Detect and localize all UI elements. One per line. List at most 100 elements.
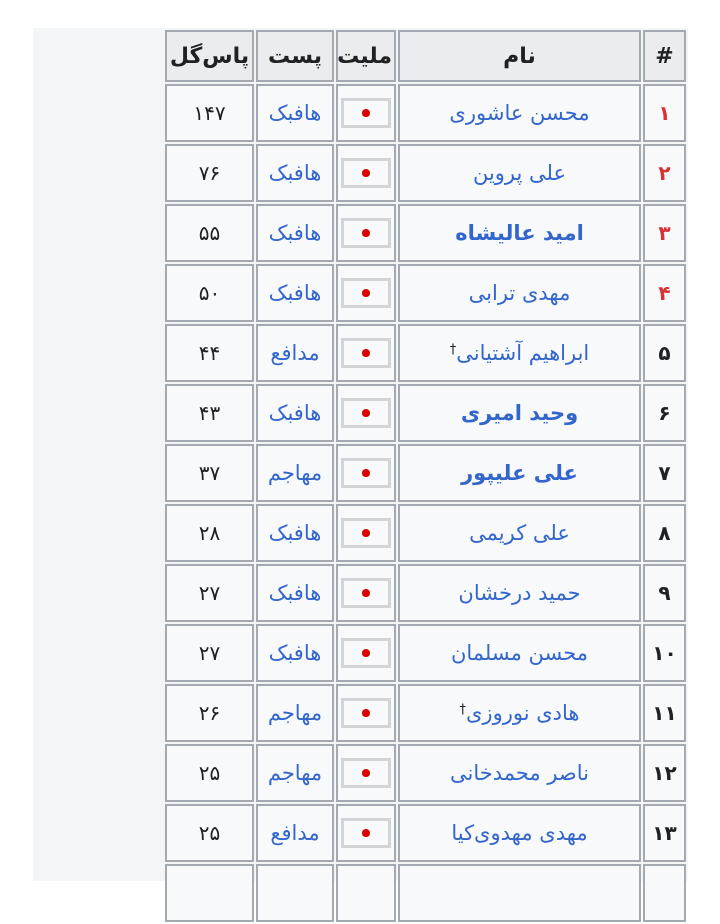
- empty-cell: [398, 864, 641, 922]
- position-cell: هافبک: [256, 624, 334, 682]
- flag-emblem: [362, 589, 370, 597]
- position-cell: مدافع: [256, 324, 334, 382]
- player-link[interactable]: امید عالیشاه: [455, 221, 584, 245]
- assists-cell: ۲۵: [165, 804, 254, 862]
- name-cell: علی پروین: [398, 144, 641, 202]
- assists-cell: ۵۵: [165, 204, 254, 262]
- player-link[interactable]: مهدی مهدوی‌کیا: [451, 821, 588, 845]
- name-cell: ابراهیم آشتیانی†: [398, 324, 641, 382]
- player-link[interactable]: ناصر محمدخانی: [449, 761, 590, 785]
- position-link[interactable]: مهاجم: [267, 701, 323, 725]
- position-cell: هافبک: [256, 384, 334, 442]
- flag-emblem: [362, 409, 370, 417]
- position-link[interactable]: هافبک: [268, 281, 322, 305]
- assists-cell: ۳۷: [165, 444, 254, 502]
- name-cell: علی علیپور: [398, 444, 641, 502]
- position-link[interactable]: مدافع: [270, 341, 320, 365]
- assists-cell: ۷۶: [165, 144, 254, 202]
- player-link[interactable]: حمید درخشان: [458, 581, 581, 605]
- position-link[interactable]: هافبک: [268, 101, 322, 125]
- empty-cell: [256, 864, 334, 922]
- table-row: ۲ علی پروین هافبک ۷۶: [165, 144, 686, 202]
- table-row: ۴ مهدی ترابی هافبک ۵۰: [165, 264, 686, 322]
- position-cell: هافبک: [256, 204, 334, 262]
- position-cell: هافبک: [256, 264, 334, 322]
- nationality-cell: [336, 384, 396, 442]
- partial-table-row: [165, 864, 686, 922]
- iran-flag-icon: [341, 458, 391, 488]
- player-link[interactable]: وحید امیری: [460, 401, 579, 425]
- rank-cell: ۱۲: [643, 744, 686, 802]
- player-link[interactable]: علی پروین: [472, 161, 567, 185]
- rank-cell: ۹: [643, 564, 686, 622]
- nationality-cell: [336, 204, 396, 262]
- table-row: ۸ علی کریمی هافبک ۲۸: [165, 504, 686, 562]
- iran-flag-icon: [341, 398, 391, 428]
- assists-cell: ۲۷: [165, 564, 254, 622]
- flag-emblem: [362, 349, 370, 357]
- player-link[interactable]: محسن مسلمان: [450, 641, 589, 665]
- table-row: ۷ علی علیپور مهاجم ۳۷: [165, 444, 686, 502]
- name-cell: مهدی مهدوی‌کیا: [398, 804, 641, 862]
- rank-cell: ۱۰: [643, 624, 686, 682]
- header-row: # نام ملیت پست پاس‌گل: [165, 30, 686, 82]
- player-link[interactable]: محسن عاشوری: [449, 101, 590, 125]
- table-row: ۹ حمید درخشان هافبک ۲۷: [165, 564, 686, 622]
- position-cell: مهاجم: [256, 744, 334, 802]
- position-link[interactable]: هافبک: [268, 221, 322, 245]
- name-cell: حمید درخشان: [398, 564, 641, 622]
- player-link[interactable]: مهدی ترابی: [468, 281, 571, 305]
- rank-cell: ۶: [643, 384, 686, 442]
- nationality-cell: [336, 144, 396, 202]
- position-link[interactable]: مدافع: [270, 821, 320, 845]
- iran-flag-icon: [341, 278, 391, 308]
- assists-table: # نام ملیت پست پاس‌گل ۱ محسن عاشوری هافبک ۱…: [163, 28, 688, 924]
- rank-cell: ۷: [643, 444, 686, 502]
- iran-flag-icon: [341, 818, 391, 848]
- iran-flag-icon: [341, 638, 391, 668]
- flag-emblem: [362, 829, 370, 837]
- position-cell: مدافع: [256, 804, 334, 862]
- name-cell: مهدی ترابی: [398, 264, 641, 322]
- position-link[interactable]: هافبک: [268, 581, 322, 605]
- rank-cell: ۵: [643, 324, 686, 382]
- position-cell: هافبک: [256, 504, 334, 562]
- iran-flag-icon: [341, 338, 391, 368]
- iran-flag-icon: [341, 98, 391, 128]
- position-link[interactable]: هافبک: [268, 641, 322, 665]
- assists-cell: ۲۸: [165, 504, 254, 562]
- nationality-cell: [336, 804, 396, 862]
- rank-cell: ۴: [643, 264, 686, 322]
- position-link[interactable]: هافبک: [268, 521, 322, 545]
- table-row: ۱۱ هادی نوروزی† مهاجم ۲۶: [165, 684, 686, 742]
- flag-emblem: [362, 769, 370, 777]
- position-link[interactable]: مهاجم: [267, 761, 323, 785]
- assists-cell: ۲۵: [165, 744, 254, 802]
- nationality-cell: [336, 324, 396, 382]
- empty-cell: [165, 864, 254, 922]
- nationality-cell: [336, 624, 396, 682]
- rank-cell: ۲: [643, 144, 686, 202]
- column-header-assists: پاس‌گل: [165, 30, 254, 82]
- deceased-dagger-marker: †: [449, 342, 457, 358]
- player-link[interactable]: ابراهیم آشتیانی: [456, 341, 590, 365]
- iran-flag-icon: [341, 218, 391, 248]
- nationality-cell: [336, 684, 396, 742]
- assists-cell: ۵۰: [165, 264, 254, 322]
- player-link[interactable]: علی علیپور: [461, 461, 578, 485]
- position-link[interactable]: هافبک: [268, 161, 322, 185]
- flag-emblem: [362, 109, 370, 117]
- rank-cell: [643, 864, 686, 922]
- position-link[interactable]: مهاجم: [267, 461, 323, 485]
- position-link[interactable]: هافبک: [268, 401, 322, 425]
- deceased-dagger-marker: †: [459, 702, 467, 718]
- player-link[interactable]: علی کریمی: [469, 521, 570, 545]
- player-link[interactable]: هادی نوروزی: [466, 701, 580, 725]
- flag-emblem: [362, 169, 370, 177]
- position-cell: مهاجم: [256, 684, 334, 742]
- name-cell: وحید امیری: [398, 384, 641, 442]
- flag-emblem: [362, 529, 370, 537]
- flag-emblem: [362, 289, 370, 297]
- column-header-rank: #: [643, 30, 686, 82]
- nationality-cell: [336, 444, 396, 502]
